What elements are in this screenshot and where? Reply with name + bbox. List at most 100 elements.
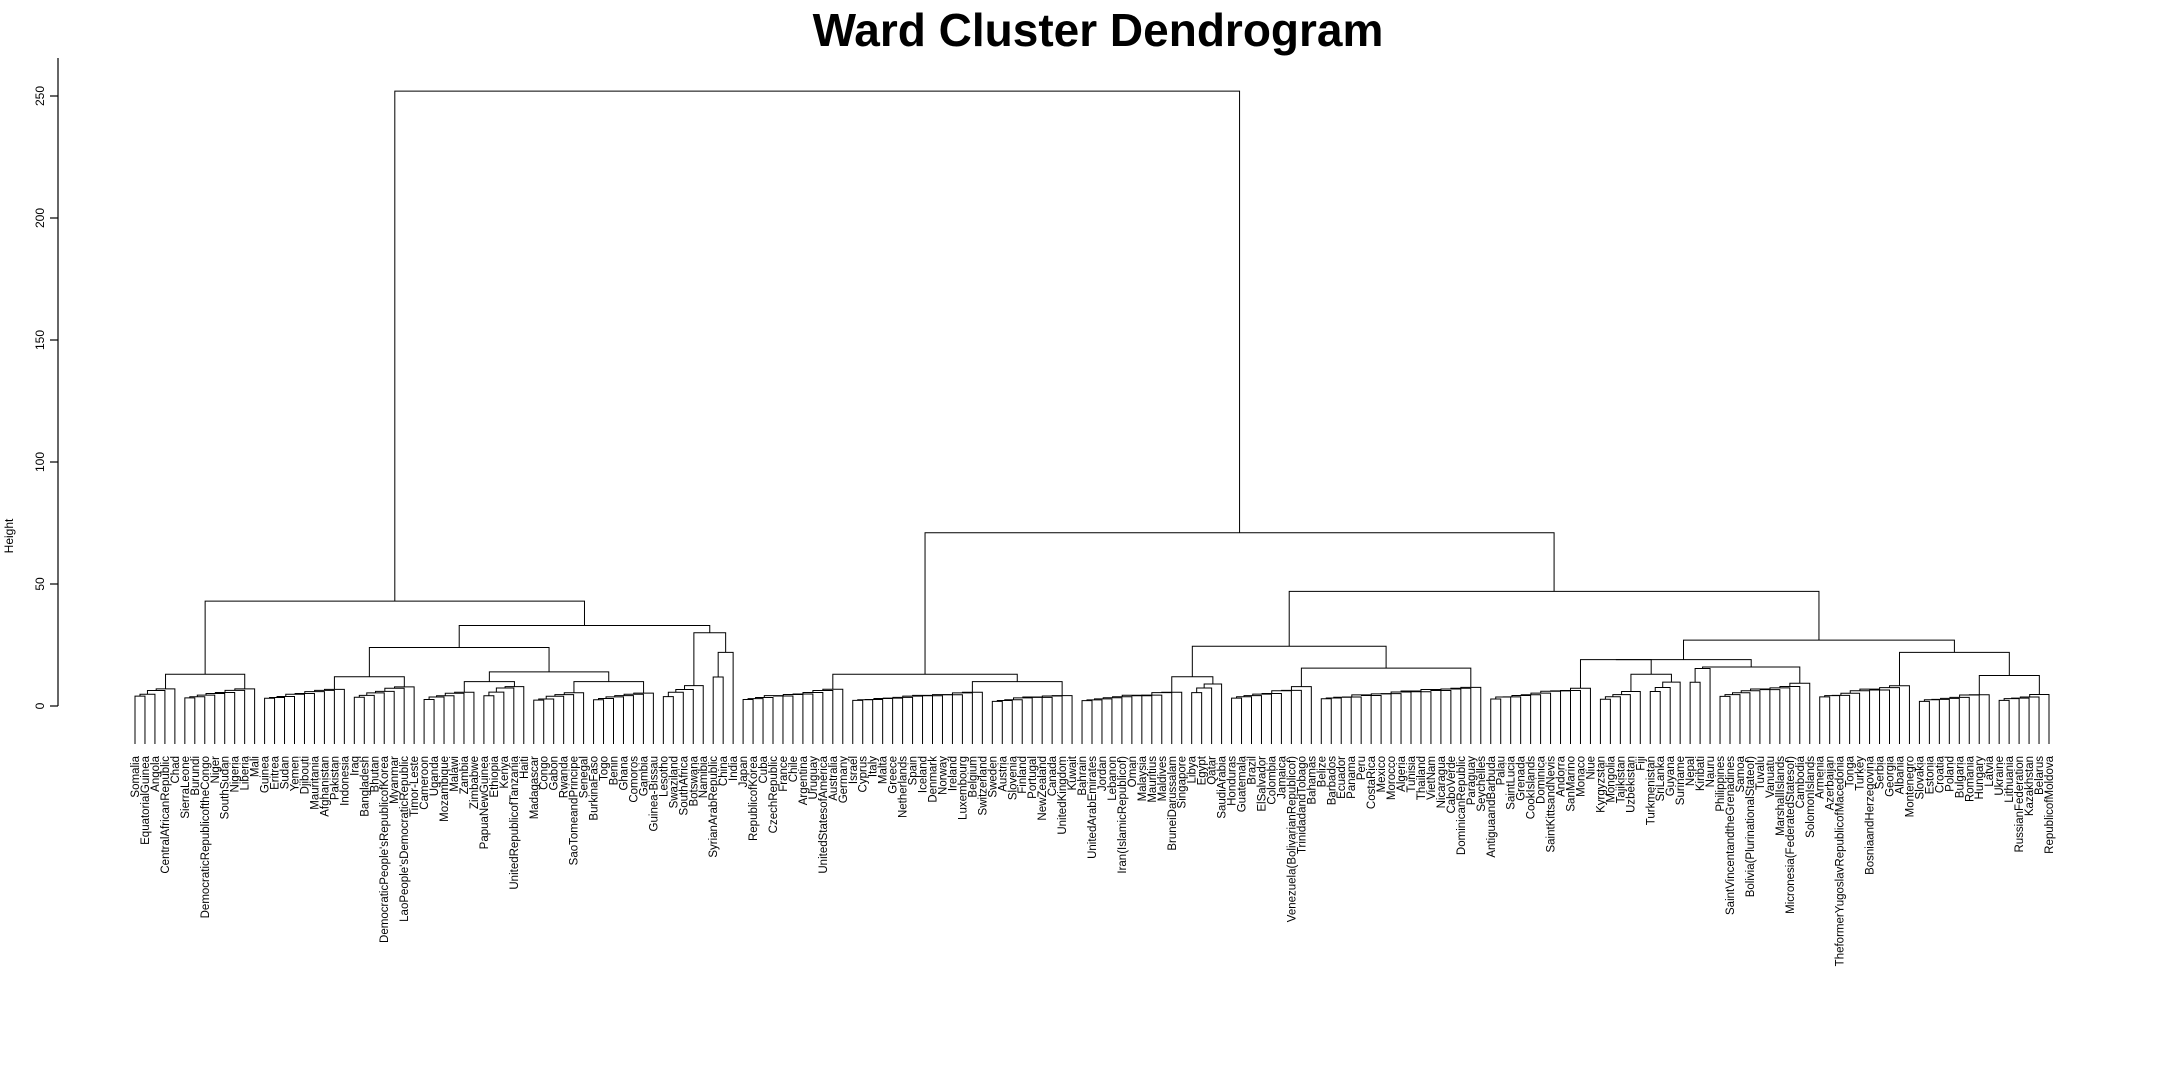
leaf-label: Guinea-Bissau: [648, 756, 660, 831]
dendrogram-link: [1410, 690, 1432, 744]
leaf-label: SierraLeone: [180, 756, 192, 819]
leaf-label: Azerbaijan: [1825, 756, 1837, 810]
leaf-label: Lebanon: [1107, 756, 1119, 801]
dendrogram-link: [1196, 687, 1213, 744]
leaf-label: Norway: [937, 756, 949, 795]
dendrogram-link: [314, 689, 335, 744]
dendrogram-link: [1940, 697, 1960, 744]
dendrogram-link: [1831, 694, 1851, 744]
leaf-label: SaintLucia: [1506, 755, 1518, 809]
dendrogram-link: [996, 700, 1013, 744]
leaf-label: Guyana: [1665, 755, 1677, 796]
leaf-label: Algeria: [1396, 755, 1408, 791]
leaf-label: RussianFederation: [2014, 756, 2026, 853]
dendrogram-link: [1490, 698, 1502, 744]
dendrogram-link: [1898, 651, 2010, 686]
leaf-label: Armenia: [1815, 755, 1827, 798]
leaf-label: Somalia: [130, 755, 142, 797]
leaf-label: Angola: [150, 755, 162, 791]
dendrogram-link: [1550, 690, 1571, 744]
leaf-label: Albania: [1894, 755, 1906, 794]
dendrogram-link: [1203, 683, 1223, 744]
leaf-label: Iran(IslamicRepublicof): [1117, 756, 1129, 874]
leaf-label: Denmark: [928, 756, 940, 803]
leaf-label: Argentina: [798, 755, 810, 805]
dendrogram-link: [1004, 699, 1023, 744]
dendrogram-link: [712, 676, 724, 744]
leaf-label: Zambia: [459, 755, 471, 794]
leaf-labels: SomaliaEquatorialGuineaAngolaCentralAfri…: [130, 755, 2056, 966]
leaf-label: Mongolia: [1605, 755, 1617, 802]
leaf-label: CentralAfricanRepublic: [160, 756, 172, 874]
dendrogram-link: [134, 695, 146, 744]
dendrogram-link: [545, 695, 565, 744]
y-axis-ticks: 0 50 100 150 200 250: [33, 86, 58, 709]
leaf-label: SaoTomeandPrincipe: [569, 756, 581, 865]
leaf-label: BurkinaFaso: [589, 756, 601, 821]
leaf-label: Honduras: [1227, 756, 1239, 806]
leaf-label: NewZealand: [1037, 756, 1049, 821]
dendrogram-link: [902, 695, 924, 744]
leaf-label: Benin: [609, 756, 621, 785]
leaf-label: Mali: [250, 756, 262, 777]
dendrogram-link: [554, 694, 575, 744]
dendrogram-link: [1621, 691, 1641, 744]
y-axis-label: Height: [2, 518, 16, 553]
dendrogram-link: [495, 687, 515, 744]
dendrogram-link: [857, 699, 874, 744]
leaf-label: Malaysia: [1137, 755, 1149, 801]
leaf-label: Uzbekistan: [1625, 756, 1637, 813]
dendrogram-link: [1840, 692, 1861, 744]
dendrogram-link: [1998, 699, 2010, 744]
leaf-label: Japan: [738, 756, 750, 787]
dendrogram-link: [165, 673, 246, 689]
leaf-label: Mozambique: [439, 756, 451, 822]
leaf-label: SaudiArabia: [1217, 755, 1229, 818]
leaf-label: Qatar: [1207, 756, 1219, 785]
y-tick-label: 100: [33, 452, 47, 472]
dendrogram-link: [533, 699, 545, 744]
dendrogram-link: [196, 694, 216, 744]
leaf-label: SaintVincentandtheGrenadines: [1725, 756, 1737, 915]
leaf-label: Tuvalu: [1755, 756, 1767, 790]
leaf-label: Montenegro: [1904, 756, 1916, 817]
leaf-label: UnitedKingdom: [1057, 756, 1069, 835]
leaf-label: Pakistan: [329, 756, 341, 800]
dendrogram-link: [538, 698, 555, 744]
chart-title: Ward Cluster Dendrogram: [813, 4, 1384, 56]
leaf-label: Cyprus: [858, 756, 870, 793]
leaf-label: Niger: [210, 756, 222, 784]
dendrogram-link: [667, 691, 684, 744]
leaf-label: Mauritania: [309, 755, 321, 809]
leaf-label: Mexico: [1376, 756, 1388, 792]
leaf-label: Tonga: [1845, 755, 1857, 787]
dendrogram-link: [1654, 686, 1671, 744]
dendrogram-link: [1662, 681, 1681, 744]
leaf-label: DominicanRepublic: [1456, 756, 1468, 855]
leaf-label: Malawi: [449, 756, 461, 792]
y-tick-label: 150: [33, 330, 47, 350]
leaf-label: DemocraticPeople'sRepublicofKorea: [379, 755, 391, 943]
leaf-label: Bolivia(PlurinationalStateof): [1745, 756, 1757, 897]
dendrogram-link: [458, 624, 711, 648]
dendrogram-link: [1689, 681, 1701, 744]
leaf-label: Bangladesh: [359, 756, 371, 817]
leaf-label: Brazil: [1247, 756, 1259, 785]
dendrogram-link: [1604, 696, 1621, 744]
dendrogram-link: [1191, 692, 1203, 744]
leaf-label: Barbados: [1326, 756, 1338, 805]
dendrogram-link: [358, 694, 375, 744]
leaf-label: Nicaragua: [1436, 755, 1448, 808]
leaf-label: Suriname: [1675, 756, 1687, 805]
leaf-label: Dominica: [1536, 755, 1548, 804]
leaf-label: Nigeria: [230, 755, 242, 792]
dendrogram-link: [1191, 645, 1387, 677]
dendrogram-link: [205, 692, 226, 744]
dendrogram-link: [662, 696, 674, 744]
leaf-label: Cambodia: [1795, 755, 1807, 808]
dendrogram-link: [1612, 694, 1631, 744]
leaf-label: Switzerland: [977, 756, 989, 815]
dendrogram-link: [436, 695, 455, 744]
leaf-label: Chile: [788, 756, 800, 782]
dendrogram-link: [1824, 695, 1841, 744]
